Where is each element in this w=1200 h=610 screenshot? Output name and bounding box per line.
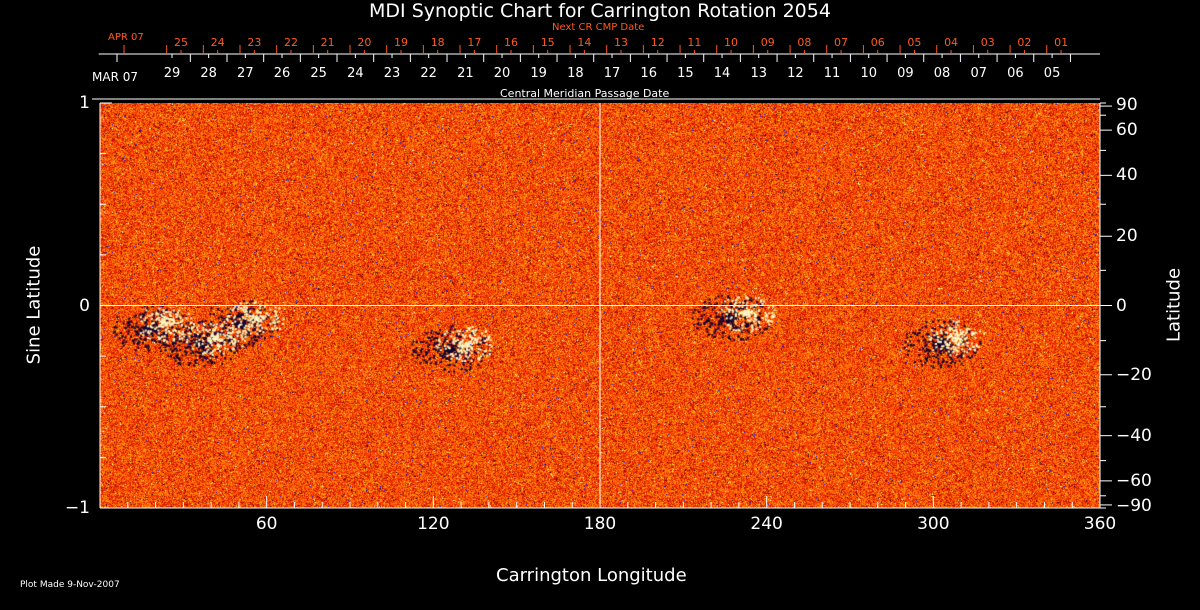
y-axis-right-title: Latitude — [1163, 267, 1185, 343]
cmp-day-label: 17 — [603, 66, 621, 81]
y-tick-label-left: −1 — [64, 498, 90, 518]
y-tick-label-right: −40 — [1116, 425, 1152, 446]
next-cr-day-label: 11 — [687, 36, 702, 49]
cmp-day-label: 21 — [457, 66, 474, 81]
next-cr-day-label: 22 — [284, 36, 298, 49]
next-cr-month-label: APR 07 — [108, 32, 144, 43]
cmp-day-label: 19 — [530, 66, 547, 81]
next-cr-day-label: 14 — [577, 36, 592, 49]
cmp-day-label: 29 — [163, 66, 181, 81]
next-cr-day-label: 04 — [944, 36, 959, 49]
y-tick-label-right: −90 — [1116, 496, 1152, 516]
next-cr-day-label: 19 — [394, 36, 409, 49]
next-cr-day-label: 13 — [614, 36, 629, 49]
cmp-day-label: 27 — [237, 66, 254, 81]
cmp-day-label: 07 — [970, 66, 988, 81]
cmp-day-label: 15 — [677, 66, 694, 81]
next-cr-day-label: 12 — [650, 36, 665, 49]
cmp-day-label: 25 — [310, 66, 327, 81]
next-cr-day-label: 01 — [1054, 36, 1069, 49]
cmp-day-label: 05 — [1043, 66, 1061, 81]
y-tick-label-right: −60 — [1116, 470, 1152, 491]
next-cr-day-label: 02 — [1017, 36, 1032, 49]
x-tick-label: 360 — [1083, 514, 1117, 534]
x-tick-label: 240 — [750, 514, 783, 534]
next-cr-day-label: 10 — [724, 36, 739, 49]
next-cr-day-label: 05 — [907, 36, 922, 49]
cmp-day-label: 18 — [567, 66, 584, 81]
next-cr-day-label: 15 — [540, 36, 555, 49]
y-tick-label-right: 90 — [1116, 95, 1138, 115]
cmp-day-label: 06 — [1007, 66, 1024, 81]
y-tick-label-right: 20 — [1116, 226, 1138, 247]
cmp-day-label: 23 — [383, 66, 401, 81]
cmp-day-label: 11 — [823, 66, 841, 81]
cmp-day-label: 20 — [493, 66, 511, 81]
cmp-day-label: 08 — [933, 66, 951, 81]
y-tick-label-right: 40 — [1116, 165, 1138, 186]
x-tick-label: 120 — [417, 514, 450, 534]
next-cr-day-label: 20 — [357, 36, 372, 49]
y-tick-label-left: 1 — [79, 93, 90, 113]
next-cr-day-label: 18 — [430, 36, 445, 49]
cmp-day-label: 24 — [347, 66, 364, 81]
cmp-month-label: MAR 07 — [92, 70, 138, 84]
next-cr-day-label: 07 — [834, 36, 849, 49]
cmp-day-label: 09 — [897, 66, 914, 81]
chart-title: MDI Synoptic Chart for Carrington Rotati… — [369, 0, 831, 22]
x-tick-label: 180 — [583, 514, 617, 534]
x-axis-title: Carrington Longitude — [496, 565, 687, 586]
next-cr-day-label: 03 — [980, 36, 995, 49]
next-cr-day-label: 23 — [247, 36, 262, 49]
y-tick-label-right: 60 — [1116, 120, 1138, 141]
x-tick-label: 300 — [917, 514, 950, 534]
next-cr-day-label: 09 — [760, 36, 775, 49]
cmp-day-label: 10 — [860, 66, 877, 81]
next-cr-day-label: 08 — [797, 36, 812, 49]
cmp-day-label: 14 — [713, 66, 731, 81]
plot-made-footer: Plot Made 9-Nov-2007 — [20, 580, 120, 590]
next-cr-day-label: 24 — [210, 36, 225, 49]
cmp-day-label: 13 — [750, 66, 767, 81]
cmp-day-label: 28 — [200, 66, 217, 81]
x-tick-label: 60 — [255, 514, 278, 534]
next-cr-day-label: 16 — [504, 36, 519, 49]
next-cr-day-label: 17 — [467, 36, 482, 49]
next-cr-day-label: 21 — [320, 36, 335, 49]
y-tick-label-left: 0 — [79, 295, 90, 316]
cmp-axis-label: Central Meridian Passage Date — [500, 87, 670, 100]
y-tick-label-right: −20 — [1116, 364, 1152, 385]
cmp-day-label: 12 — [787, 66, 804, 81]
cmp-day-label: 22 — [420, 66, 437, 81]
cmp-day-label: 16 — [640, 66, 657, 81]
next-cr-axis-label: Next CR CMP Date — [552, 22, 645, 33]
y-tick-label-right: 0 — [1116, 295, 1127, 316]
next-cr-day-label: 25 — [174, 36, 188, 49]
y-axis-left-title: Sine Latitude — [23, 245, 45, 365]
next-cr-day-label: 06 — [870, 36, 885, 49]
cmp-day-label: 26 — [273, 66, 291, 81]
